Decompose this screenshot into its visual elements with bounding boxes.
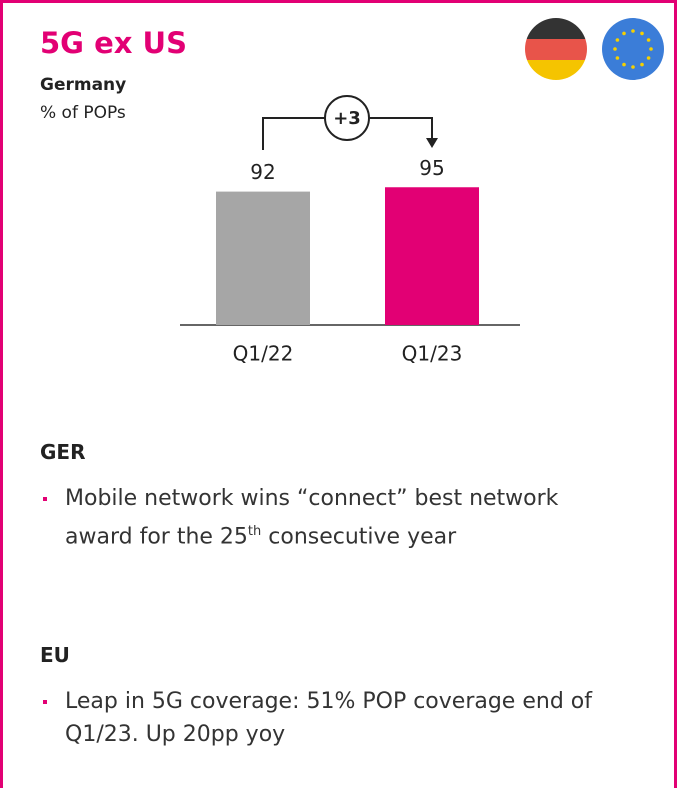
chart-title: Germany bbox=[40, 75, 126, 95]
flag-germany bbox=[525, 18, 587, 80]
value-label: 92 bbox=[250, 160, 275, 184]
section: GER Mobile network wins “connect” best ne… bbox=[40, 440, 650, 553]
bar bbox=[216, 191, 310, 325]
arrowhead bbox=[426, 138, 438, 148]
bullet: Mobile network wins “connect” best netwo… bbox=[40, 482, 625, 553]
x-tick-label: Q1/22 bbox=[233, 342, 294, 366]
bullet-text: consecutive year bbox=[261, 524, 457, 550]
x-tick-label: Q1/23 bbox=[402, 342, 463, 366]
flag-eu bbox=[602, 18, 664, 80]
bullet: Leap in 5G coverage: 51% POP coverage en… bbox=[40, 685, 625, 751]
bar bbox=[385, 187, 479, 325]
superscript: th bbox=[247, 524, 262, 539]
bullet-text: Leap in 5G coverage: 51% POP coverage en… bbox=[65, 689, 592, 747]
section-heading: EU bbox=[40, 643, 70, 667]
title: 5G ex US bbox=[40, 26, 187, 60]
bullet-text: Mobile network wins “connect” best netwo… bbox=[65, 486, 559, 550]
chart: Germany % of POPs +3 92 Q1/22 95 Q1/23 bbox=[40, 18, 664, 366]
bracket bbox=[262, 117, 433, 150]
section: EU Leap in 5G coverage: 51% POP coverage … bbox=[40, 643, 650, 751]
chart-subtitle: % of POPs bbox=[40, 103, 126, 123]
delta-badge bbox=[324, 95, 370, 141]
value-label: 95 bbox=[419, 156, 444, 180]
delta-label: +3 bbox=[333, 108, 361, 129]
section-heading: GER bbox=[40, 440, 86, 464]
